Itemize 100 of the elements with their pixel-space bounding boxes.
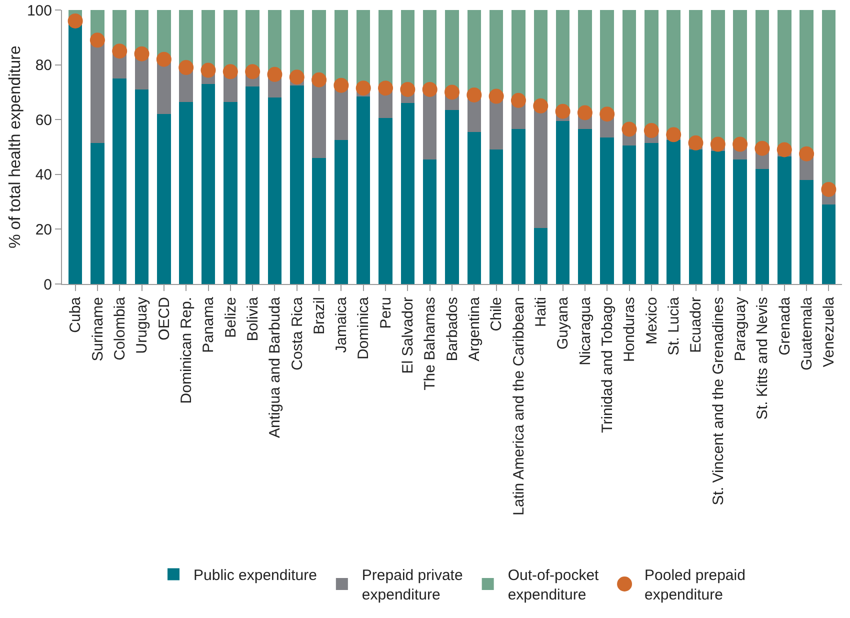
bar: [622, 146, 636, 284]
x-tick-label: St. Kitts and Nevis: [754, 297, 772, 420]
bar: [334, 140, 348, 284]
y-tick-label: 100: [26, 2, 52, 20]
point: [466, 87, 482, 102]
point: [600, 106, 615, 122]
x-tick-label: Cuba: [67, 296, 84, 333]
x-tick-label: Guyana: [554, 296, 572, 350]
point: [555, 104, 570, 119]
bar: [290, 85, 304, 284]
bar: [422, 159, 437, 284]
point: [90, 32, 105, 48]
bar: [600, 137, 614, 284]
x-tick-label: Colombia: [111, 296, 128, 360]
point: [156, 52, 172, 67]
x-tick-label: Dominica: [355, 296, 372, 360]
bar: [134, 89, 149, 284]
x-tick-label: Belize: [222, 297, 240, 338]
bar: [445, 110, 459, 284]
point: [200, 62, 216, 78]
bar: [179, 102, 193, 284]
point: [799, 146, 814, 162]
x-tick-label: Honduras: [621, 297, 638, 362]
bar: [755, 168, 770, 284]
x-tick-label: Bolivia: [244, 296, 262, 342]
x-tick-label: Nicaragua: [576, 296, 594, 366]
bar: [556, 120, 570, 284]
point: [821, 182, 836, 197]
x-tick-label: OECD: [156, 296, 173, 340]
x-tick-label: Venezuela: [820, 296, 838, 368]
legend-label: Public expenditure: [194, 567, 317, 584]
point: [68, 13, 83, 28]
x-tick-label: Dominican Rep.: [178, 297, 195, 404]
bar: [688, 150, 703, 284]
x-tick-label: Guatemala: [798, 296, 816, 370]
x-tick-label: The Bahamas: [422, 297, 439, 390]
bar: [644, 142, 658, 284]
x-tick-label: Grenada: [776, 296, 794, 356]
bar: [733, 159, 747, 284]
point: [334, 78, 349, 93]
bar: [512, 129, 526, 284]
point: [666, 127, 682, 142]
point: [710, 136, 726, 152]
y-tick-label: 80: [35, 57, 52, 74]
bar: [578, 129, 592, 284]
bar: [800, 180, 814, 284]
x-tick-label: Barbados: [444, 297, 461, 362]
bar: [356, 96, 370, 284]
bar: [534, 228, 548, 284]
bar: [312, 158, 326, 284]
y-tick-label: 20: [35, 221, 52, 238]
y-tick-label: 60: [35, 112, 52, 129]
x-tick-label: Panama: [200, 296, 218, 353]
point: [222, 64, 238, 80]
bar: [246, 86, 260, 284]
y-tick-label: 40: [35, 166, 52, 184]
x-tick-label: St. Lucia: [665, 296, 682, 356]
point: [112, 44, 128, 59]
point: [178, 60, 194, 76]
y-tick-label: 0: [44, 276, 52, 294]
point: [732, 136, 748, 152]
point: [312, 72, 327, 88]
point: [267, 66, 282, 82]
bar: [268, 98, 282, 284]
bar: [378, 118, 392, 284]
x-tick-label: Uruguay: [134, 296, 151, 354]
point: [776, 142, 792, 158]
x-tick-label: Suriname: [89, 297, 106, 362]
bar: [157, 114, 171, 284]
point: [378, 80, 394, 96]
point: [488, 88, 504, 104]
x-tick-label: Chile: [488, 297, 506, 332]
bar: [224, 102, 238, 284]
bar: [822, 204, 836, 284]
bar: [467, 132, 482, 284]
x-tick-label: Brazil: [310, 297, 328, 335]
y-axis-title: % of total health expenditure: [7, 46, 24, 248]
legend-label: Out-of-pocket expenditure: [508, 567, 600, 604]
x-tick-label: Peru: [377, 297, 394, 329]
point: [577, 105, 592, 120]
x-tick-label: Costa Rica: [288, 296, 306, 370]
x-tick-label: Antigua and Barbuda: [266, 296, 284, 438]
bar: [112, 78, 126, 284]
point: [289, 70, 304, 85]
x-tick-label: Mexico: [643, 297, 660, 345]
point: [245, 64, 260, 80]
x-tick-label: Ecuador: [688, 297, 705, 353]
x-tick-label: Paraguay: [732, 296, 749, 362]
bar: [90, 142, 104, 284]
point: [754, 140, 770, 156]
legend-label: Prepaid private expenditure: [362, 567, 463, 604]
point: [533, 98, 548, 114]
point: [134, 46, 150, 62]
point: [422, 82, 438, 97]
x-tick-label: Jamaica: [333, 296, 350, 353]
bar: [489, 150, 504, 284]
bar: [201, 84, 216, 284]
bar: [400, 103, 415, 284]
x-tick-label: St. Vincent and the Grenadines: [710, 297, 727, 506]
point: [400, 82, 416, 97]
